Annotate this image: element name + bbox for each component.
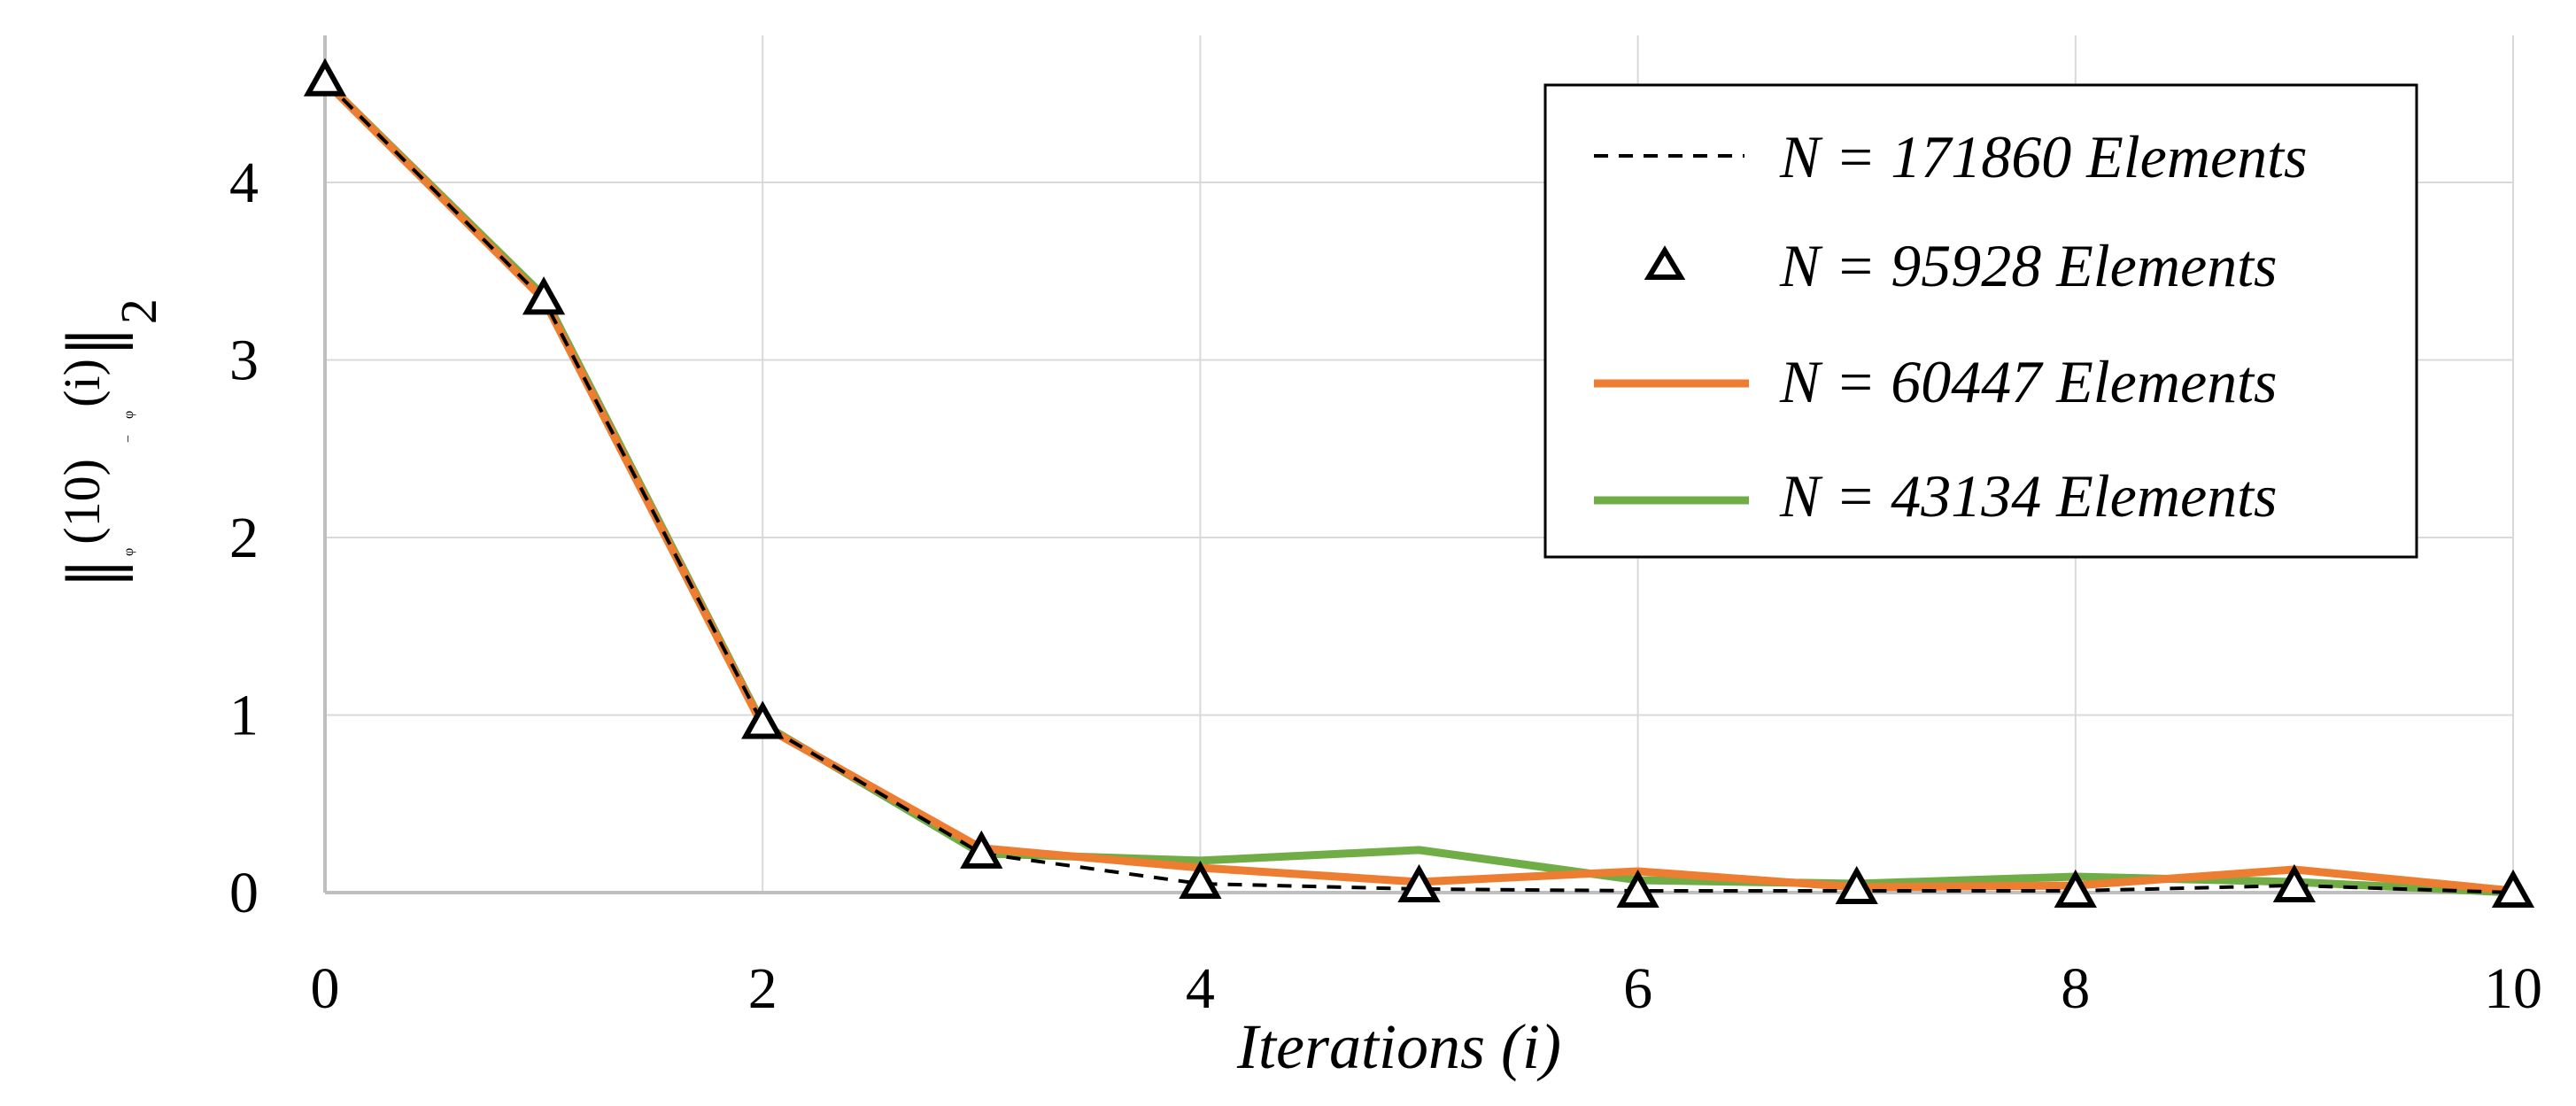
triangle-marker-95928-9 xyxy=(2272,863,2317,902)
ylabel-sup-a: (10) xyxy=(53,459,111,545)
triangle-marker-95928-2 xyxy=(741,700,785,739)
x-tick-label-10: 10 xyxy=(2484,956,2542,1021)
y-axis-label: ‖ φ (10) − φ (i) ‖ 2 xyxy=(46,298,167,587)
legend-label-43134: N = 43134 Elements xyxy=(1779,462,2278,530)
ylabel-sub: 2 xyxy=(110,298,167,324)
ylabel-sup-b: (i) xyxy=(53,359,111,407)
legend-box xyxy=(1543,83,2418,559)
ylabel-norm-open: ‖ xyxy=(46,560,154,587)
x-axis-label: Iterations (i) xyxy=(1236,1011,1561,1082)
triangle-marker-95928-1 xyxy=(522,276,566,315)
x-tick-label-2: 2 xyxy=(748,956,777,1021)
y-tick-label-4: 4 xyxy=(229,151,259,215)
triangle-marker-95928-4 xyxy=(1179,860,1222,899)
x-tick-label-0: 0 xyxy=(311,956,340,1021)
triangle-marker-95928-10 xyxy=(2491,869,2535,908)
ylabel-phi-a: φ xyxy=(121,548,136,556)
y-tick-labels: 0 1 2 3 4 xyxy=(229,151,259,925)
triangle-marker-95928-7 xyxy=(1835,865,1878,904)
x-tick-label-6: 6 xyxy=(1623,956,1652,1021)
series-group xyxy=(303,58,2535,908)
ylabel-phi-b: φ xyxy=(121,411,136,419)
y-tick-label-1: 1 xyxy=(229,684,259,748)
series-line-171860 xyxy=(323,80,2514,894)
triangle-marker-95928-0 xyxy=(303,58,347,97)
legend-label-60447: N = 60447 Elements xyxy=(1779,348,2278,415)
legend-label-95928: N = 95928 Elements xyxy=(1779,232,2278,299)
legend-label-171860: N = 171860 Elements xyxy=(1779,123,2308,190)
triangle-marker-95928-6 xyxy=(1616,869,1659,908)
x-tick-labels: 0 2 4 6 8 10 xyxy=(311,956,2543,1021)
x-tick-label-4: 4 xyxy=(1186,956,1215,1021)
legend: N = 171860 Elements N = 95928 Elements N… xyxy=(1543,83,2418,559)
y-tick-label-2: 2 xyxy=(229,506,259,570)
triangle-marker-95928-5 xyxy=(1397,863,1441,902)
x-tick-label-8: 8 xyxy=(2061,956,2090,1021)
ylabel-norm-close: ‖ xyxy=(46,328,154,355)
y-tick-label-0: 0 xyxy=(229,861,259,925)
triangle-marker-95928-8 xyxy=(2054,869,2097,908)
legend-swatch-triangle xyxy=(1644,245,1686,280)
triangle-marker-95928-3 xyxy=(960,830,1003,869)
y-tick-label-3: 3 xyxy=(229,329,259,393)
svg-text:‖ φ (10) −: ‖ φ (10) − φ (i) ‖ 2 xyxy=(46,298,167,587)
ylabel-minus: − xyxy=(121,435,136,443)
